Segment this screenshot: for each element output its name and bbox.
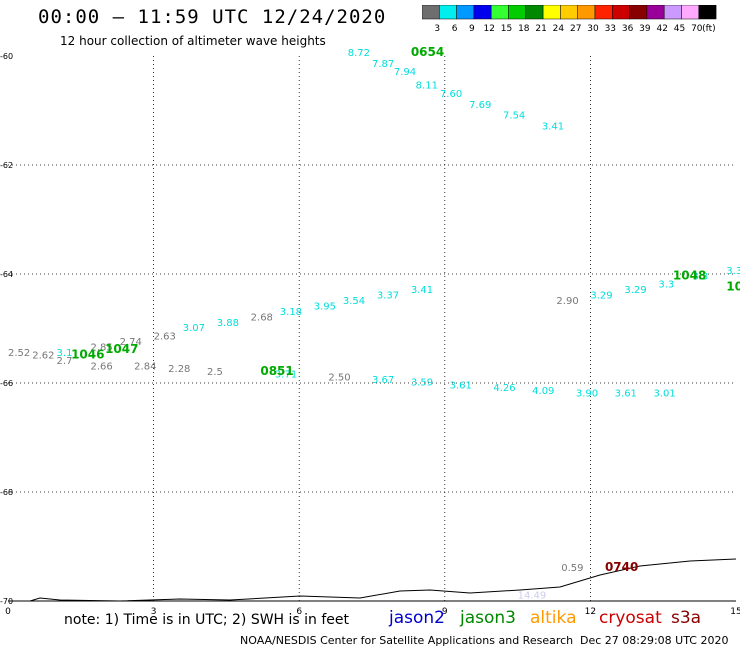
wave-height-label: 14.49 <box>518 590 547 601</box>
wave-height-label: 3.61 <box>450 380 472 391</box>
wave-height-label: 3.3 <box>726 266 740 277</box>
track-time-label: 1047 <box>105 342 138 356</box>
track-time-label: 0740 <box>605 560 638 574</box>
chart-title: 00:00 – 11:59 UTC 12/24/2020 <box>38 6 387 28</box>
track-time-label: 0654 <box>411 45 444 59</box>
y-tick-label: -70 <box>0 597 13 606</box>
wave-height-label: 2.84 <box>134 361 156 372</box>
colorbar-label: 27 <box>570 24 581 33</box>
colorbar-label: 70 <box>691 24 703 33</box>
track-time-label: 1048 <box>673 268 706 282</box>
chart-subtitle: 12 hour collection of altimeter wave hei… <box>60 34 326 48</box>
track-time-label: 1048 <box>726 279 740 293</box>
satellite-jason2: jason2 <box>389 608 445 628</box>
wave-height-label: 3.07 <box>183 323 205 334</box>
wave-height-label: 7.60 <box>440 89 462 100</box>
wave-height-label: 7.54 <box>503 111 525 122</box>
wave-height-label: 0.59 <box>561 563 583 574</box>
y-tick-label: -68 <box>0 488 13 497</box>
wave-height-label: 7.69 <box>469 100 491 111</box>
x-tick-label: 0 <box>5 607 11 617</box>
colorbar-label: 15 <box>501 24 512 33</box>
wave-height-label: 3.1 <box>57 348 73 359</box>
track-time-label: 0851 <box>260 364 293 378</box>
wave-height-label: 2.52 <box>8 348 30 359</box>
wave-height-label: 2.28 <box>168 364 190 375</box>
x-tick-label: 9 <box>442 607 448 617</box>
wave-height-label: 2.63 <box>154 331 176 342</box>
wave-height-label: 8.11 <box>416 81 438 92</box>
track-time-label: 1046 <box>71 347 104 361</box>
colorbar-label: 24 <box>553 24 565 33</box>
x-tick-label: 15 <box>730 607 740 617</box>
wave-height-label: 4.26 <box>493 383 515 394</box>
colorbar-label: 3 <box>434 24 440 33</box>
wave-height-label: 2.62 <box>32 350 54 361</box>
coastline <box>29 558 737 602</box>
wave-height-label: 4.09 <box>532 386 554 397</box>
wave-height-label: 3.41 <box>411 285 433 296</box>
wave-height-label: 2.68 <box>251 312 273 323</box>
wave-height-label: 3.88 <box>217 318 239 329</box>
x-tick-label: 3 <box>151 607 157 617</box>
y-tick-label: -62 <box>0 161 13 170</box>
colorbar-label: 6 <box>452 24 458 33</box>
wave-height-label: 7.94 <box>394 67 416 78</box>
wave-height-label: 8.72 <box>348 48 370 59</box>
y-tick-label: -64 <box>0 270 13 279</box>
wave-height-label: 3.95 <box>314 301 336 312</box>
wave-height-label: 2.66 <box>91 361 113 372</box>
footer-date: Dec 27 08:29:08 UTC 2020 <box>580 634 729 647</box>
colorbar-label: 18 <box>518 24 530 33</box>
wave-height-label: 2.74 <box>120 337 142 348</box>
satellite-s3a: s3a <box>671 608 702 628</box>
color-legend: 3 6 9 12 15 18 21 24 27 30 33 36 39 42 45 70 (ft) <box>422 5 717 33</box>
wave-height-label: 3.3 <box>692 271 708 282</box>
wave-height-label: 3.29 <box>624 285 646 296</box>
colorbar-label: 9 <box>469 24 475 33</box>
wave-height-label: 3.61 <box>615 389 637 400</box>
wave-height-label: 2.5 <box>207 367 223 378</box>
colorbar-label: 42 <box>656 24 667 33</box>
colorbar-label: 39 <box>639 24 651 33</box>
wave-height-label: 3.71 <box>275 370 297 381</box>
colorbar-unit: (ft) <box>702 24 716 33</box>
wave-height-label: 7.87 <box>372 59 394 70</box>
colorbar-label: 12 <box>483 24 494 33</box>
y-tick-label: -60 <box>0 52 13 61</box>
wave-height-label: 3.29 <box>590 291 612 302</box>
wave-height-label: 2.50 <box>328 372 350 383</box>
colorbar-label: 30 <box>587 24 599 33</box>
wave-height-label: 3.3 <box>658 280 674 291</box>
wave-height-label: 2.90 <box>556 296 578 307</box>
satellite-altika: altika <box>530 608 577 628</box>
colorbar-label: 21 <box>535 24 546 33</box>
colorbar-label: 33 <box>605 24 616 33</box>
colorbar-swatch <box>698 5 717 20</box>
colorbar-label: 36 <box>622 24 634 33</box>
wave-height-label: 2.85 <box>91 342 113 353</box>
x-tick-label: 6 <box>296 607 302 617</box>
wave-height-label: 3.37 <box>377 291 399 302</box>
wave-height-label: 3.01 <box>653 389 675 400</box>
footer-note: note: 1) Time is in UTC; 2) SWH is in fe… <box>64 612 350 628</box>
wave-height-label: 3.54 <box>343 296 365 307</box>
wave-height-label: 3.90 <box>576 389 598 400</box>
wave-height-label: 3.18 <box>280 307 302 318</box>
wave-height-label: 3.41 <box>542 122 564 133</box>
footer-credit: NOAA/NESDIS Center for Satellite Applica… <box>240 634 574 647</box>
wave-height-label: 3.59 <box>411 378 433 389</box>
wave-height-label: 3.67 <box>372 375 394 386</box>
satellite-cryosat: cryosat <box>599 608 662 628</box>
colorbar-label: 45 <box>674 24 685 33</box>
satellite-jason3: jason3 <box>460 608 516 628</box>
wave-height-label: 2.7 <box>57 356 73 367</box>
y-tick-label: -66 <box>0 379 13 388</box>
x-tick-label: 12 <box>585 607 596 617</box>
